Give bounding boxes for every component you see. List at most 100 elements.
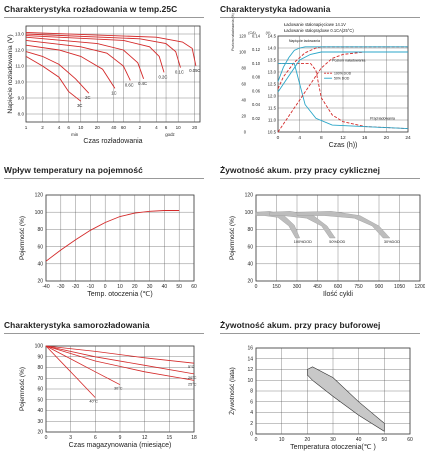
voltage-tick-label: 13.5 <box>268 58 277 63</box>
x-unit-label: godz <box>165 132 175 137</box>
voltage-tick-label: 14.0 <box>268 46 277 51</box>
selfdischarge-curve <box>45 345 195 364</box>
y-axis-label: Napięcie rozładowania (V) <box>7 34 14 113</box>
x-tick-label: 600 <box>334 284 343 290</box>
x-tick-label: 20 <box>95 125 101 130</box>
current-axis-header: (CA) <box>248 31 255 35</box>
percent-tick-label: 40 <box>241 98 246 103</box>
curve-label: Poziom naładowania <box>332 59 365 63</box>
x-tick-label: 150 <box>272 284 281 290</box>
x-tick-label: 18 <box>191 435 197 441</box>
x-tick-label: 3 <box>69 435 72 441</box>
band-label: 30%DOD <box>384 240 400 244</box>
current-tick-label: 0.10 <box>252 61 261 66</box>
curve-label: Napięcie ładowania <box>289 39 320 43</box>
band-label: 100%DOD <box>294 240 312 244</box>
x-tick-label: 300 <box>293 284 302 290</box>
x-tick-label: 450 <box>313 284 322 290</box>
x-tick-label: 40 <box>162 284 168 290</box>
panel-title: Wpływ temperatury na pojemność <box>4 165 143 175</box>
discharge-panel: Charakterystyka rozładowania w temp.25C … <box>4 4 209 145</box>
x-tick-label: 8 <box>320 135 323 141</box>
x-tick-label: 15 <box>167 435 173 441</box>
band-label: 50%DOD <box>329 240 345 244</box>
discharge-curve <box>25 36 145 79</box>
percent-tick-label: 60 <box>241 82 246 87</box>
voltage-tick-label: 14.5 <box>268 34 277 39</box>
x-tick-label: 0 <box>277 135 280 141</box>
voltage-axis-header: (V) <box>266 31 271 35</box>
cyclic-panel: Żywotność akum. przy pracy cyklicznej 0 1… <box>220 165 425 303</box>
x-tick-label: 40 <box>356 437 362 443</box>
x-tick-label: -30 <box>57 284 64 290</box>
y-tick-label: 30 <box>37 419 43 425</box>
y-tick-label: 120 <box>245 193 254 199</box>
series-label: 25°C <box>188 382 197 386</box>
x-tick-label: 0 <box>45 435 48 441</box>
current-tick-label: 0.14 <box>252 34 261 39</box>
series-label: 1C <box>111 90 116 95</box>
voltage-tick-label: 10.5 <box>268 130 277 135</box>
selfdischarge-curve <box>45 345 195 375</box>
selfdischarge-chart: 0 3 6 9 12 15 18 100 90 80 70 60 50 40 30 20 Czas magazy… <box>19 344 197 449</box>
x-tick-label: 60 <box>407 437 413 443</box>
x-tick-label: 40 <box>111 125 117 130</box>
x-tick-label: 16 <box>362 135 368 141</box>
x-tick-label: 20 <box>384 135 390 141</box>
y-tick-label: 12 <box>247 367 253 373</box>
x-tick-label: 60 <box>191 284 197 290</box>
current-tick-label: 0.12 <box>252 47 261 52</box>
y-tick-label: 14 <box>247 356 253 362</box>
title-divider <box>220 17 420 18</box>
capacity-curve <box>45 210 180 262</box>
x-tick-label: 4 <box>298 135 301 141</box>
y-tick-label: 60 <box>247 244 253 250</box>
y-tick-label: 40 <box>37 262 43 268</box>
x-tick-label: 20 <box>132 284 138 290</box>
y-tick-label: 100 <box>245 210 254 216</box>
x-axis-label: Czas (h)) <box>329 142 358 149</box>
discharge-chart: 1 2 4 6 10 20 40 60 2 4 6 10 20 13.0 12.0 11.0 10.0 9.0 8.… <box>7 25 200 145</box>
series-label: 0.1C <box>175 70 184 75</box>
y-tick-label: 2 <box>250 421 253 427</box>
voltage-curve-100dod <box>277 46 408 89</box>
legend-text: Ładowanie stałonapięciowe 14.1V <box>284 22 346 27</box>
x-tick-label: 1 <box>25 125 28 130</box>
panel-title: Charakterystyka ładowania <box>220 4 331 14</box>
y-axis-label: Pojemność (%) <box>19 367 26 411</box>
charging-panel: Charakterystyka ładowania 0 4 8 12 16 20 24 14.… <box>220 4 425 149</box>
selfdischarge-panel: Charakterystyka samorozładowania 0 3 6 9 12 1… <box>4 320 209 458</box>
legend-text: 100% DOD <box>334 72 352 76</box>
y-tick-label: 16 <box>247 346 253 352</box>
x-tick-label: 750 <box>354 284 363 290</box>
charging-chart: 0 4 8 12 16 20 24 14.5 14.0 13.5 13.0 12.5 12.0 11.5 1… <box>231 13 411 149</box>
y-tick-label: 80 <box>37 227 43 233</box>
y-tick-label: 0 <box>250 432 253 438</box>
percent-tick-label: 20 <box>241 114 246 119</box>
x-tick-label: 60 <box>121 125 127 130</box>
y-tick-label: 60 <box>37 387 43 393</box>
series-label: 0.4C <box>138 81 147 86</box>
x-axis-label: Temp. otoczenia (℃) <box>87 291 152 298</box>
y-tick-label: 10.0 <box>15 80 24 85</box>
x-tick-label: 6 <box>165 125 168 130</box>
current-tick-label: 0.06 <box>252 88 261 93</box>
x-tick-label: 10 <box>117 284 123 290</box>
voltage-tick-label: 11.5 <box>268 106 277 111</box>
y-axis-label: Żywotność (lata) <box>227 367 236 415</box>
y-tick-label: 100 <box>35 210 44 216</box>
series-label: 2C <box>85 95 90 100</box>
x-tick-label: 20 <box>305 437 311 443</box>
voltage-tick-label: 11.0 <box>268 118 277 123</box>
x-tick-label: 0 <box>255 284 258 290</box>
y-tick-label: 90 <box>37 354 43 360</box>
x-tick-label: 1050 <box>394 284 405 290</box>
y-tick-label: 70 <box>37 376 43 382</box>
x-tick-label: 20 <box>192 125 198 130</box>
dod-band <box>296 211 391 239</box>
float-panel: Żywotność akum. przy pracy buforowej 0 10… <box>220 320 425 458</box>
percent-axis-header: Poziom naładowania (%) <box>231 13 235 51</box>
discharge-curve <box>25 56 82 102</box>
y-tick-label: 10 <box>247 378 253 384</box>
percent-tick-label: 0 <box>244 130 247 135</box>
